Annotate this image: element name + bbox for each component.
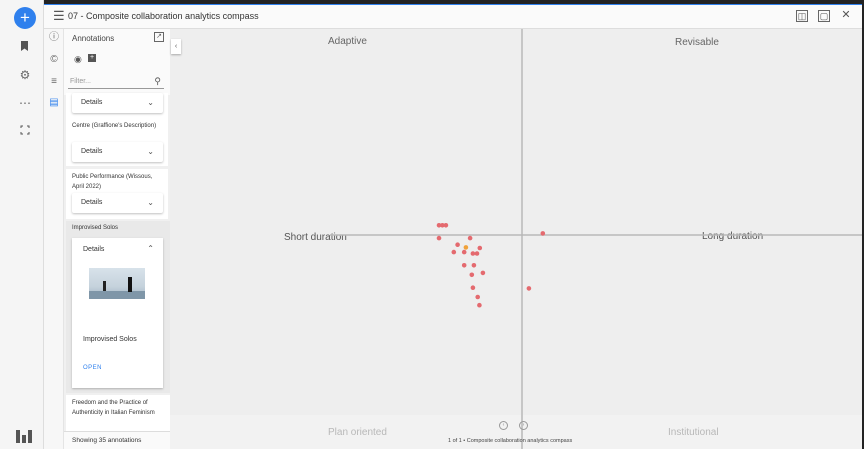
details-toggle[interactable]: Details ⌄	[72, 93, 163, 113]
annotations-icon[interactable]: ▤	[49, 97, 59, 108]
annotation-title: Improvised Solos	[72, 225, 119, 231]
annotations-header: Annotations ↗ ◉ + Filter... ⚲	[64, 29, 170, 95]
data-point[interactable]	[455, 242, 460, 247]
copyright-icon[interactable]: ©	[50, 54, 58, 65]
annotation-count: Showing 35 annotations	[72, 437, 142, 444]
collapse-panel-button[interactable]: ‹	[171, 39, 181, 54]
data-point[interactable]	[469, 272, 475, 278]
details-toggle[interactable]: Details ⌄	[72, 193, 163, 213]
thumbnail-caption: Improvised Solos	[83, 336, 137, 343]
annotation-thumbnail[interactable]	[89, 268, 145, 299]
app-rail: + ⚙ ⋯	[0, 0, 44, 449]
data-point[interactable]	[443, 223, 449, 228]
data-point[interactable]	[474, 251, 480, 256]
data-point[interactable]	[461, 263, 467, 268]
data-point[interactable]	[463, 245, 469, 250]
bookmark-icon[interactable]	[16, 40, 34, 54]
data-point[interactable]	[467, 235, 473, 241]
panel-footer: Showing 35 annotations	[64, 431, 170, 449]
data-point[interactable]	[477, 245, 483, 251]
split-view-icon[interactable]: ◫	[796, 10, 808, 22]
more-icon[interactable]: ⋯	[19, 96, 31, 110]
gear-icon[interactable]: ⚙	[19, 68, 31, 82]
details-label[interactable]: Details	[83, 246, 105, 253]
filter-input[interactable]: Filter... ⚲	[68, 74, 164, 89]
annotation-card: Public Performance (Wissous, April 2022)…	[66, 169, 168, 219]
data-point[interactable]	[471, 263, 477, 268]
compass-plot	[330, 29, 862, 449]
external-link-icon[interactable]: ↗	[154, 32, 164, 42]
chevron-down-icon: ⌄	[147, 147, 154, 156]
data-point[interactable]	[436, 223, 442, 228]
chevron-down-icon: ⌄	[147, 98, 154, 107]
data-point[interactable]	[480, 270, 486, 276]
annotation-card: Freedom and the Practice of Authenticity…	[66, 395, 170, 431]
annotations-panel: Annotations ↗ ◉ + Filter... ⚲ Details ⌄ …	[64, 29, 170, 449]
quadrant-label-top-left: Adaptive	[328, 36, 367, 47]
annotation-card-expanded: Improvised Solos Details ⌃ Improvised So…	[66, 221, 170, 393]
brand-logo	[16, 430, 34, 443]
annotation-title: Centre (Graffione's Description)	[72, 123, 157, 129]
quadrant-label-bottom-left: Plan oriented	[328, 427, 387, 438]
search-icon[interactable]: ⚲	[154, 76, 161, 86]
menu-icon[interactable]: ☰	[53, 8, 65, 23]
details-label: Details	[81, 99, 103, 106]
data-point[interactable]	[475, 294, 481, 300]
pagination-label: 1 of 1 • Composite collaboration analyti…	[448, 438, 573, 444]
axis-label-left: Short duration	[284, 232, 347, 243]
annotation-title: Public Performance (Wissous, April 2022)	[72, 174, 153, 190]
details-toggle[interactable]: Details ⌄	[72, 142, 163, 162]
list-icon[interactable]: ≡	[51, 76, 57, 87]
close-icon[interactable]: ✕	[841, 9, 851, 21]
annotation-title: Freedom and the Practice of Authenticity…	[72, 400, 155, 416]
chevron-up-icon[interactable]: ⌃	[147, 244, 154, 253]
info-icon[interactable]: ⓘ	[49, 32, 59, 43]
compass-canvas[interactable]: Adaptive Revisable Plan oriented Institu…	[170, 29, 862, 449]
maximize-icon[interactable]: ▢	[818, 10, 830, 22]
data-point[interactable]	[440, 223, 445, 228]
data-point[interactable]	[470, 251, 476, 256]
details-label: Details	[81, 199, 103, 206]
panel-title: Annotations	[72, 34, 115, 43]
add-box-icon[interactable]: +	[88, 54, 96, 62]
bottom-band	[170, 415, 862, 449]
details-panel: Details ⌃ Improvised Solos OPEN	[72, 238, 163, 388]
add-button[interactable]: +	[14, 7, 36, 29]
filter-placeholder: Filter...	[70, 78, 92, 85]
details-label: Details	[81, 148, 103, 155]
quadrant-label-top-right: Revisable	[675, 37, 719, 48]
open-button[interactable]: OPEN	[83, 365, 103, 371]
annotation-card: Details ⌄	[66, 93, 168, 120]
chevron-down-icon: ⌄	[147, 198, 154, 207]
panel-tool-strip: ⓘ © ≡ ▤	[44, 29, 64, 449]
visibility-off-icon[interactable]: ◉	[74, 54, 82, 64]
annotation-card: Centre (Graffione's Description) Details…	[66, 118, 168, 166]
axis-label-right: Long duration	[702, 231, 764, 242]
next-page-button[interactable]: ›	[519, 421, 528, 430]
quadrant-label-bottom-right: Institutional	[668, 427, 719, 438]
fullscreen-icon[interactable]	[16, 124, 34, 138]
data-point[interactable]	[540, 231, 546, 236]
data-point[interactable]	[470, 285, 476, 291]
window-titlebar: ☰ 07 - Composite collaboration analytics…	[44, 4, 862, 29]
window-title: 07 - Composite collaboration analytics c…	[68, 11, 259, 21]
data-point[interactable]	[451, 249, 457, 255]
prev-page-button[interactable]: ‹	[499, 421, 508, 430]
data-point[interactable]	[477, 302, 482, 308]
data-point[interactable]	[461, 249, 467, 255]
data-point[interactable]	[436, 235, 442, 241]
data-point[interactable]	[526, 286, 532, 291]
